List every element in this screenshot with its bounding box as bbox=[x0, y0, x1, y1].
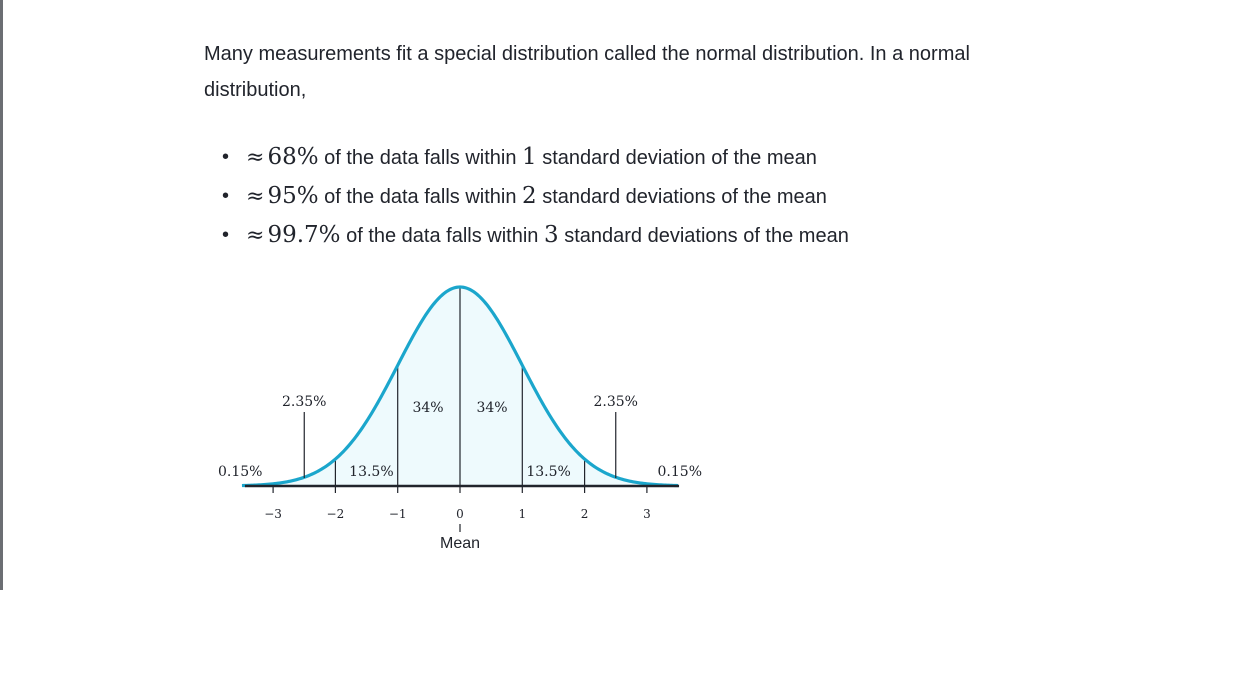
rule-number: 3 bbox=[543, 222, 559, 248]
region-percent-label: 2.35% bbox=[594, 394, 638, 410]
region-percent-label: 34% bbox=[412, 400, 443, 416]
region-percent-label: 0.15% bbox=[218, 464, 262, 480]
normal-distribution-figure: −3 −2 −1 0 1 2 3 0.15% 2.35% 13.5% 34% 34% 13.5% 2.3… bbox=[204, 270, 724, 570]
rule-text-end: standard deviations of the mean bbox=[542, 186, 827, 208]
rule-percent: 95% bbox=[267, 183, 319, 209]
rule-text: of the data falls within bbox=[346, 225, 539, 247]
rule-number: 2 bbox=[522, 183, 537, 209]
left-edge-bar bbox=[0, 0, 3, 590]
x-tick-label: 0 bbox=[456, 507, 464, 521]
list-item: • ≈68% of the data falls within 1 standa… bbox=[222, 138, 849, 177]
rule-text-end: standard deviations of the mean bbox=[564, 225, 849, 247]
bullet-icon: • bbox=[222, 146, 230, 168]
list-item: • ≈99.7% of the data falls within 3 stan… bbox=[222, 216, 849, 255]
normal-distribution-chart: −3 −2 −1 0 1 2 3 0.15% 2.35% 13.5% 34% 34% 13.5% 2.3… bbox=[218, 285, 702, 552]
bullet-icon: • bbox=[222, 224, 230, 246]
empirical-rule-list: • ≈68% of the data falls within 1 standa… bbox=[222, 138, 849, 255]
x-tick-label: 1 bbox=[518, 507, 526, 521]
rule-text: of the data falls within bbox=[324, 147, 517, 169]
list-item: • ≈95% of the data falls within 2 standa… bbox=[222, 177, 849, 216]
mean-label: Mean bbox=[440, 535, 480, 552]
intro-paragraph: Many measurements fit a special distribu… bbox=[204, 43, 970, 101]
region-percent-label: 13.5% bbox=[349, 464, 393, 480]
x-tick-label: 2 bbox=[581, 507, 589, 521]
article-content: Many measurements fit a special distribu… bbox=[204, 36, 1074, 108]
region-percent-label: 13.5% bbox=[526, 464, 570, 480]
region-percent-label: 34% bbox=[476, 400, 507, 416]
x-tick-label: 3 bbox=[643, 507, 651, 521]
x-tick-label: −3 bbox=[264, 507, 282, 521]
rule-text: of the data falls within bbox=[324, 186, 517, 208]
rule-percent: 99.7% bbox=[267, 222, 341, 248]
x-tick-label: −2 bbox=[327, 507, 345, 521]
region-percent-label: 0.15% bbox=[658, 464, 702, 480]
region-labels: 0.15% 2.35% 13.5% 34% 34% 13.5% 2.35% 0.15% bbox=[218, 394, 702, 480]
approx-symbol: ≈ bbox=[246, 145, 265, 170]
rule-text-end: standard deviation of the mean bbox=[542, 147, 817, 169]
rule-number: 1 bbox=[522, 144, 537, 170]
sd-dividers bbox=[272, 287, 648, 486]
region-percent-label: 2.35% bbox=[282, 394, 326, 410]
approx-symbol: ≈ bbox=[246, 223, 265, 248]
approx-symbol: ≈ bbox=[246, 184, 265, 209]
bullet-icon: • bbox=[222, 185, 230, 207]
rule-percent: 68% bbox=[267, 144, 319, 170]
bell-curve bbox=[241, 285, 679, 488]
x-tick-label: −1 bbox=[389, 507, 407, 521]
x-axis-ticks: −3 −2 −1 0 1 2 3 bbox=[264, 486, 651, 521]
